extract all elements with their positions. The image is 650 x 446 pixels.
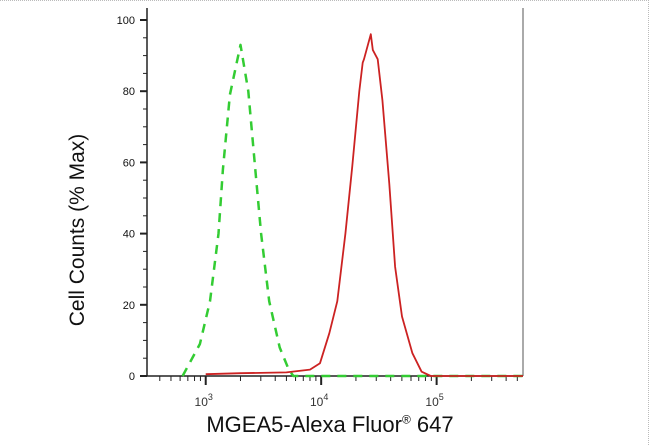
x-axis-label-main: MGEA5-Alexa Fluor <box>206 412 402 437</box>
x-axis-label-suffix: 647 <box>410 412 454 437</box>
y-tick-label: 60 <box>123 157 135 169</box>
x-axis-label-registered: ® <box>401 412 411 427</box>
y-tick-label: 80 <box>123 86 135 98</box>
y-tick-label: 100 <box>117 15 135 27</box>
x-tick-label: 103 <box>195 392 213 409</box>
control-histogram-line <box>181 43 523 378</box>
x-tick-label: 104 <box>310 392 328 409</box>
y-tick-label: 0 <box>129 371 135 383</box>
sample-histogram-line <box>205 33 523 377</box>
y-tick-label: 40 <box>123 229 135 241</box>
y-tick-label: 20 <box>123 300 135 312</box>
x-axis-label: MGEA5-Alexa Fluor® 647 <box>140 412 520 438</box>
y-axis-label: Cell Counts (% Max) <box>66 133 89 327</box>
x-tick-label: 105 <box>425 392 443 409</box>
